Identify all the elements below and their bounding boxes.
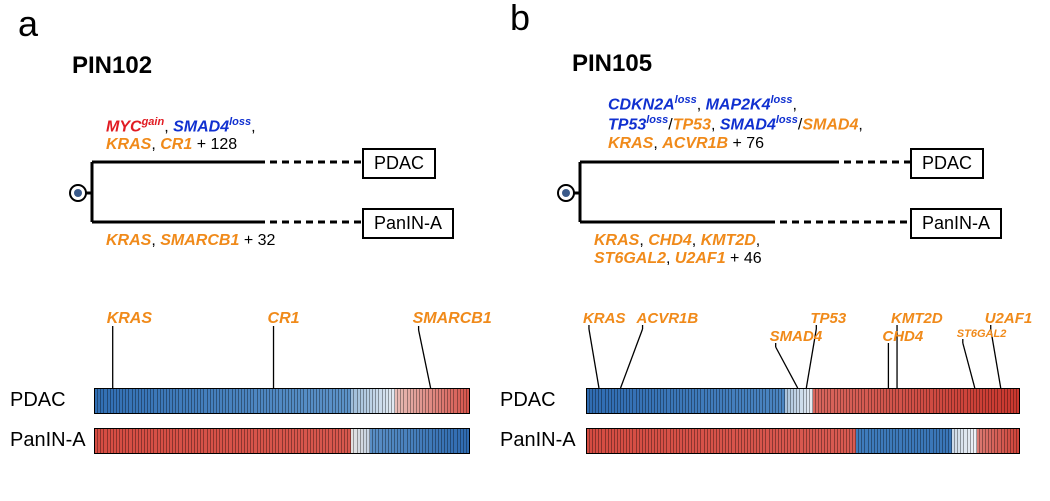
callout-acvr1b: ACVR1B	[637, 310, 699, 327]
callout-st6gal2: ST6GAL2	[957, 328, 1007, 340]
heat-cell	[1017, 389, 1019, 413]
callout-kras: KRAS	[583, 310, 626, 327]
panel-a-heat-bot	[94, 428, 470, 454]
callout-kras: KRAS	[107, 310, 152, 328]
panel-b-row-top-label: PDAC	[500, 389, 556, 412]
panel-b-row-bot-label: PanIN-A	[500, 429, 576, 452]
panel-b: b PIN105 CDKN2Aloss, MAP2K4loss,TP53loss…	[510, 0, 1050, 501]
panel-a-row-top-label: PDAC	[10, 389, 66, 412]
panel-a-callouts: KRAS CR1 SMARCB1	[0, 0, 510, 501]
panel-a-heat: KRAS CR1 SMARCB1 PDAC PanIN-A	[0, 0, 510, 501]
callout-kmt2d: KMT2D	[891, 310, 943, 327]
heat-cell	[1017, 429, 1019, 453]
panel-b-heat: KRAS ACVR1B TP53SMAD4 KMT2DCHD4 U2AF1ST6GAL2…	[510, 0, 1050, 501]
heat-cell	[467, 429, 469, 453]
callout-chd4: CHD4	[882, 328, 923, 345]
panel-a-row-bot-label: PanIN-A	[10, 429, 86, 452]
callout-tp53: TP53	[810, 310, 846, 327]
panel-b-callouts: KRAS ACVR1B TP53SMAD4 KMT2DCHD4 U2AF1ST6GAL2	[510, 0, 1050, 501]
panel-a-heat-top	[94, 388, 470, 414]
callout-u2af1: U2AF1	[985, 310, 1033, 327]
callout-smarcb1: SMARCB1	[413, 310, 492, 328]
callout-smad4: SMAD4	[770, 328, 823, 345]
panel-b-heat-top	[586, 388, 1020, 414]
panel-b-heat-bot	[586, 428, 1020, 454]
heat-cell	[467, 389, 469, 413]
callout-cr1: CR1	[268, 310, 300, 328]
panel-a: a PIN102 MYCgain, SMAD4loss,KRAS, CR1 + …	[0, 0, 510, 501]
figure-root: a PIN102 MYCgain, SMAD4loss,KRAS, CR1 + …	[0, 0, 1050, 501]
